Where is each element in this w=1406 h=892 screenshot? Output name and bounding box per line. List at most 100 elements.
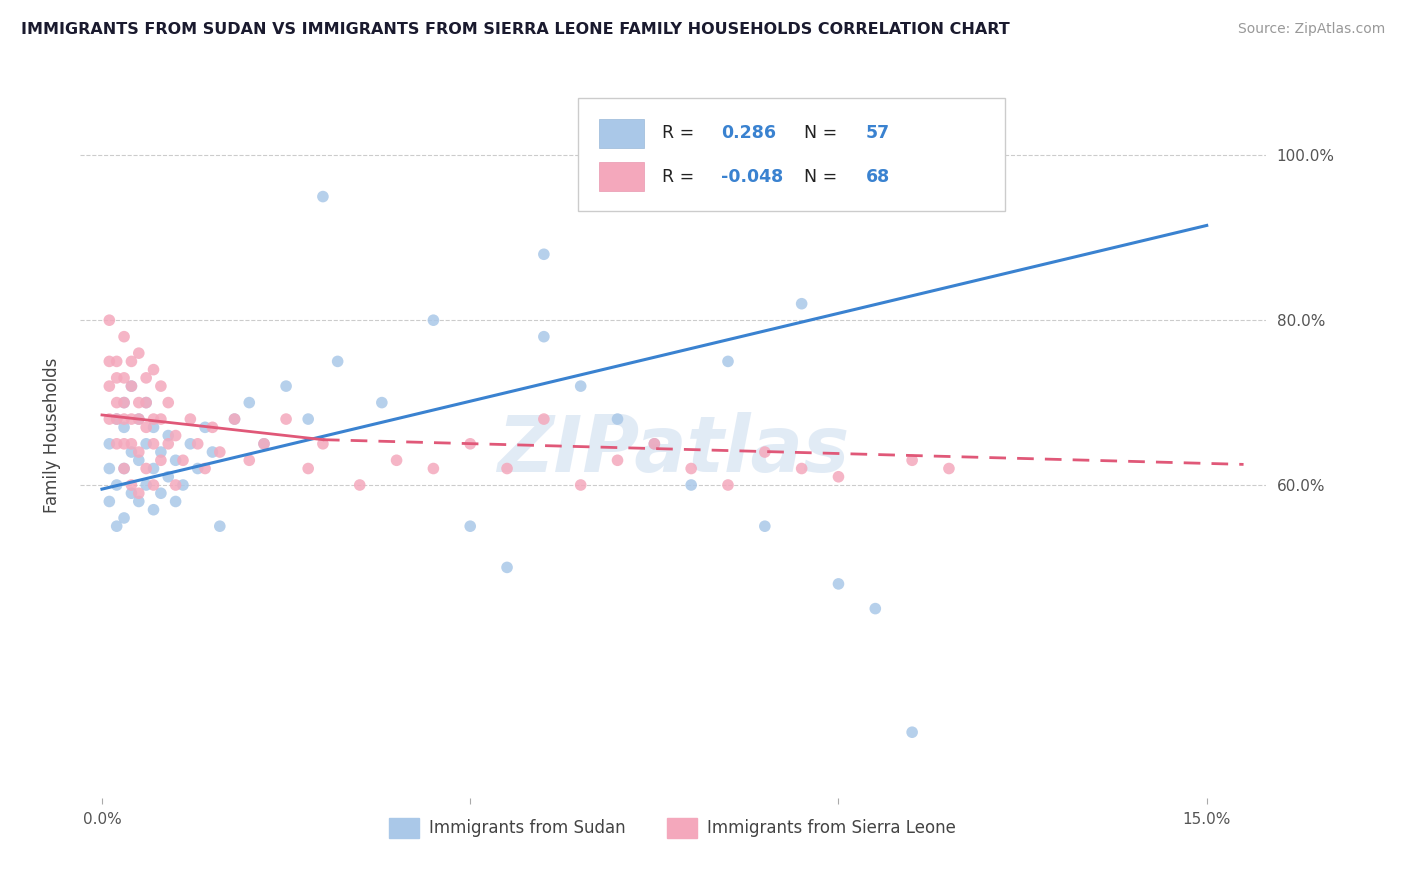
Point xyxy=(112,371,135,385)
FancyBboxPatch shape xyxy=(599,162,644,191)
Text: N =: N = xyxy=(804,168,844,186)
Point xyxy=(98,461,121,475)
Text: ZIPatlas: ZIPatlas xyxy=(496,412,849,488)
Point xyxy=(135,395,157,409)
Point xyxy=(112,412,135,426)
Point xyxy=(717,354,740,368)
Point xyxy=(297,412,319,426)
Point xyxy=(120,379,142,393)
Point xyxy=(253,437,276,451)
Point xyxy=(135,478,157,492)
Point xyxy=(827,577,849,591)
Point xyxy=(98,412,121,426)
Point xyxy=(128,346,150,360)
Point xyxy=(149,379,172,393)
Point xyxy=(827,469,849,483)
Point xyxy=(533,329,555,343)
Point xyxy=(142,502,165,516)
Point xyxy=(165,478,187,492)
Point xyxy=(606,412,628,426)
Point xyxy=(135,420,157,434)
Point xyxy=(253,437,276,451)
Point xyxy=(105,437,128,451)
Point xyxy=(112,461,135,475)
Point xyxy=(105,412,128,426)
Text: -0.048: -0.048 xyxy=(721,168,783,186)
Point xyxy=(120,445,142,459)
Point xyxy=(165,494,187,508)
Point xyxy=(172,478,194,492)
Text: R =: R = xyxy=(662,124,700,142)
Point xyxy=(297,461,319,475)
Point xyxy=(790,461,813,475)
Point xyxy=(142,362,165,376)
Point xyxy=(98,494,121,508)
Point xyxy=(157,469,180,483)
Point xyxy=(224,412,246,426)
Point xyxy=(274,379,297,393)
Point xyxy=(165,453,187,467)
Point xyxy=(201,420,224,434)
Point xyxy=(274,412,297,426)
Point xyxy=(128,494,150,508)
Point xyxy=(238,453,260,467)
Text: Source: ZipAtlas.com: Source: ZipAtlas.com xyxy=(1237,22,1385,37)
Point xyxy=(157,437,180,451)
Text: IMMIGRANTS FROM SUDAN VS IMMIGRANTS FROM SIERRA LEONE FAMILY HOUSEHOLDS CORRELAT: IMMIGRANTS FROM SUDAN VS IMMIGRANTS FROM… xyxy=(21,22,1010,37)
Point xyxy=(128,445,150,459)
Point xyxy=(643,437,665,451)
Point xyxy=(569,379,592,393)
Point xyxy=(187,461,209,475)
Point xyxy=(120,478,142,492)
Point xyxy=(112,437,135,451)
Point xyxy=(112,511,135,525)
Point xyxy=(201,445,224,459)
Point xyxy=(149,453,172,467)
Text: 68: 68 xyxy=(866,168,890,186)
Point xyxy=(643,437,665,451)
Point xyxy=(149,486,172,500)
Point xyxy=(142,420,165,434)
Point xyxy=(681,478,703,492)
Point xyxy=(865,601,887,615)
Point xyxy=(681,461,703,475)
Point xyxy=(606,453,628,467)
Point xyxy=(112,420,135,434)
Point xyxy=(98,313,121,327)
Point xyxy=(224,412,246,426)
Point xyxy=(149,412,172,426)
Point xyxy=(120,486,142,500)
Point xyxy=(135,395,157,409)
Point xyxy=(496,461,519,475)
Point xyxy=(371,395,394,409)
Point xyxy=(120,437,142,451)
Point xyxy=(105,395,128,409)
Point xyxy=(135,461,157,475)
Point xyxy=(326,354,349,368)
Point xyxy=(238,395,260,409)
Point xyxy=(179,412,201,426)
Point xyxy=(128,412,150,426)
Point xyxy=(105,354,128,368)
Point xyxy=(194,420,217,434)
Point xyxy=(128,395,150,409)
Point xyxy=(149,445,172,459)
Point xyxy=(142,461,165,475)
Point xyxy=(187,437,209,451)
Point xyxy=(208,445,231,459)
Point xyxy=(157,428,180,442)
Point xyxy=(128,453,150,467)
Point xyxy=(754,519,776,533)
Point xyxy=(135,437,157,451)
Point xyxy=(901,453,924,467)
Point xyxy=(142,412,165,426)
Point xyxy=(717,478,740,492)
Point xyxy=(458,519,481,533)
Point xyxy=(98,379,121,393)
Point xyxy=(172,453,194,467)
Point xyxy=(112,395,135,409)
Legend: Immigrants from Sudan, Immigrants from Sierra Leone: Immigrants from Sudan, Immigrants from S… xyxy=(382,812,963,844)
Point xyxy=(112,395,135,409)
Point xyxy=(458,437,481,451)
Point xyxy=(135,371,157,385)
